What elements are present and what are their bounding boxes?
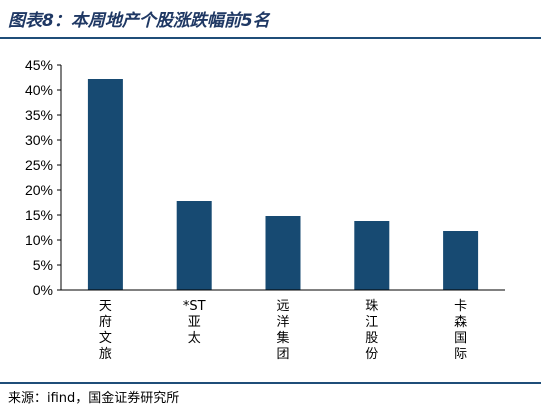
- y-axis: 0% 5% 10% 15% 20% 25% 30% 35% 40% 45%: [25, 57, 62, 298]
- bar-chart: 0% 5% 10% 15% 20% 25% 30% 35% 40% 45% 天府文旅 *ST 亚太 远洋…: [25, 57, 505, 362]
- bar: [265, 216, 301, 290]
- x-tick-label: 卡森国际: [454, 299, 467, 362]
- x-tick-label: *ST 亚太: [183, 299, 206, 346]
- y-tick-label: 15%: [25, 207, 53, 223]
- y-tick-label: 35%: [25, 107, 53, 123]
- bar: [87, 79, 123, 290]
- bar: [443, 231, 479, 290]
- y-tick-label: 45%: [25, 57, 53, 73]
- chart-title: 图表8：本周地产个股涨跌幅前5名: [8, 11, 270, 31]
- bar: [176, 201, 212, 290]
- source-note: 来源：ifind，国金证券研究所: [8, 391, 180, 406]
- y-tick-label: 0%: [33, 282, 53, 298]
- bar: [354, 221, 390, 290]
- x-tick-label: 天府文旅: [99, 299, 112, 362]
- source-divider: [0, 382, 541, 384]
- x-tick-label: 珠江股份: [365, 299, 378, 362]
- y-tick-label: 10%: [25, 232, 53, 248]
- title-divider: [0, 37, 541, 39]
- y-tick-label: 25%: [25, 157, 53, 173]
- y-tick-label: 5%: [33, 257, 53, 273]
- y-tick-label: 40%: [25, 82, 53, 98]
- y-tick-label: 20%: [25, 182, 53, 198]
- bars: [87, 79, 479, 290]
- x-axis: 天府文旅 *ST 亚太 远洋集团 珠江股份 卡森国际: [61, 289, 505, 362]
- y-tick-label: 30%: [25, 132, 53, 148]
- x-tick-label: 远洋集团: [276, 299, 289, 362]
